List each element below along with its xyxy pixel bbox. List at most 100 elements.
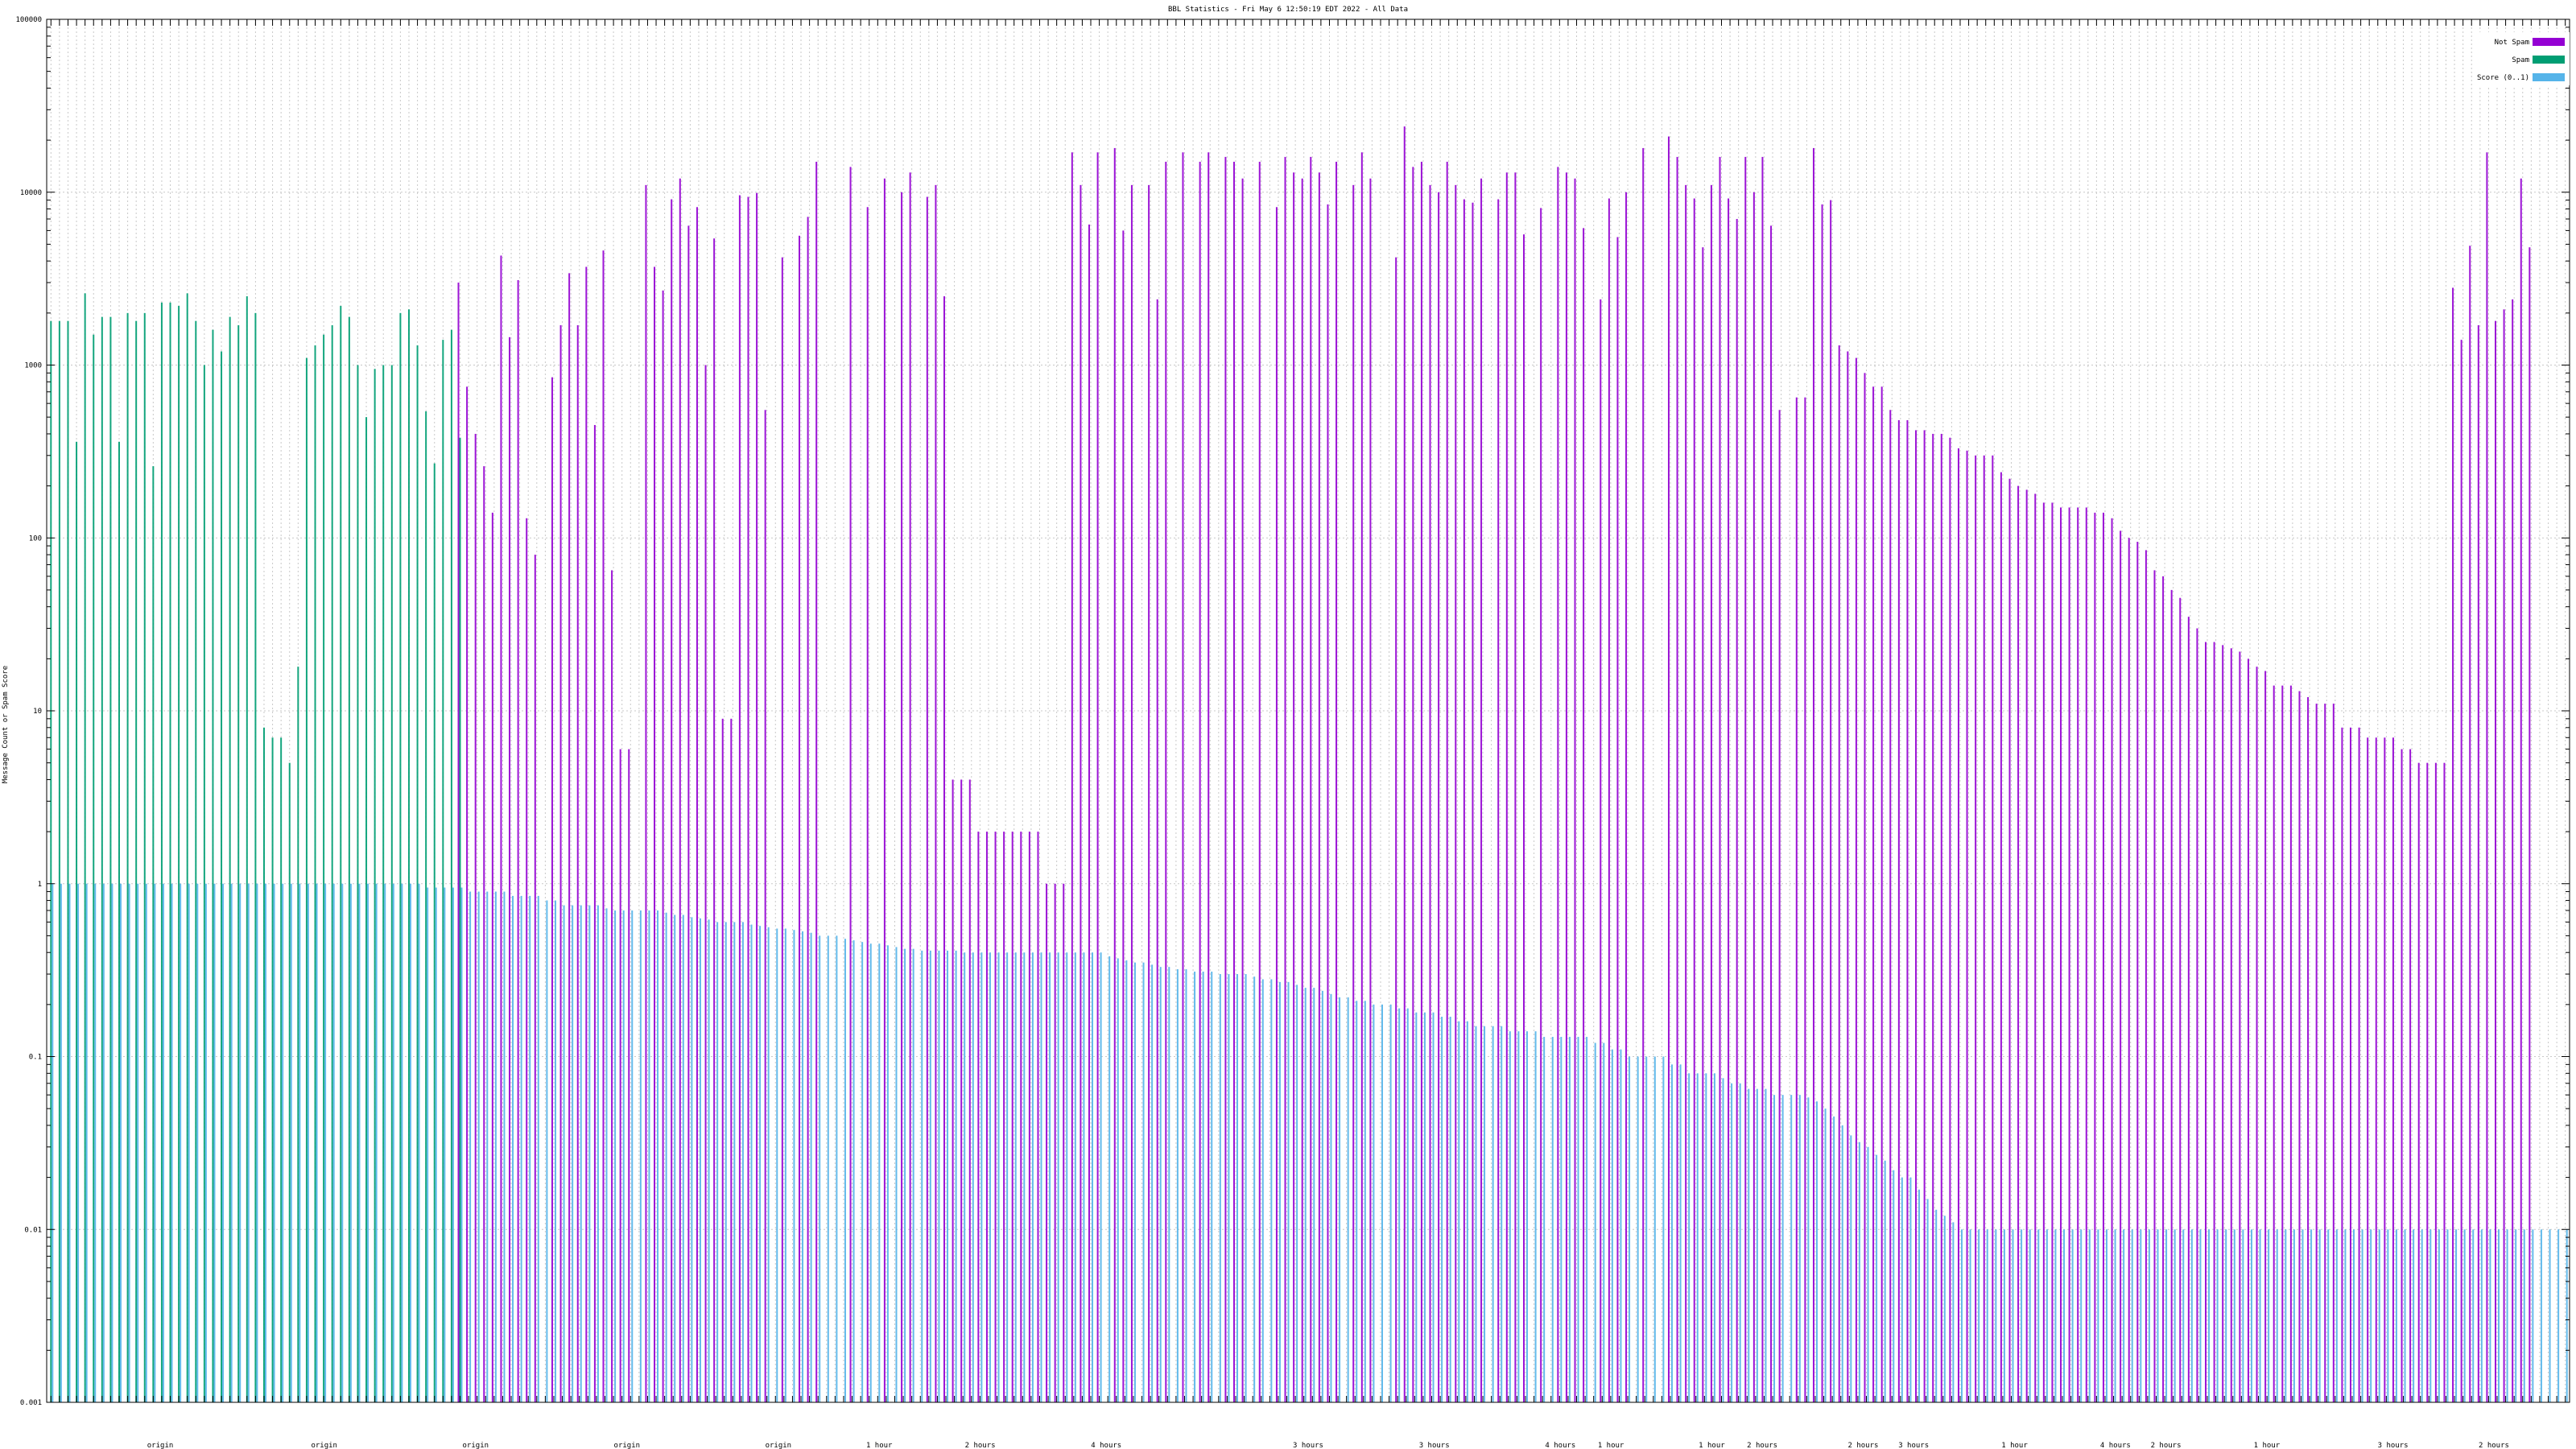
x-group-label: origin [614, 1442, 641, 1449]
bar-not-spam [2205, 642, 2207, 1402]
bar-score-0-1- [2097, 1229, 2099, 1402]
bar-score-0-1- [852, 940, 855, 1402]
bar-score-0-1- [2080, 1229, 2083, 1402]
x-group-label: 3 hours [1293, 1442, 1323, 1449]
bar-score-0-1- [597, 905, 599, 1402]
bar-score-0-1- [94, 883, 97, 1402]
bar-score-0-1- [1057, 952, 1059, 1402]
bar-score-0-1- [2140, 1229, 2142, 1402]
bar-not-spam [1182, 152, 1184, 1402]
bar-not-spam [2417, 762, 2420, 1402]
bar-not-spam [2384, 737, 2386, 1402]
bar-score-0-1- [1389, 1004, 1392, 1402]
bar-not-spam [1412, 167, 1414, 1402]
bar-score-0-1- [657, 910, 659, 1402]
x-group-label: origin [463, 1442, 489, 1449]
bar-not-spam [1864, 373, 1866, 1402]
bar-not-spam [559, 325, 562, 1402]
bar-not-spam [576, 325, 579, 1402]
bar-score-0-1- [1995, 1229, 1997, 1402]
x-group-label: 2 hours [1848, 1442, 1879, 1449]
bar-score-0-1- [367, 883, 369, 1402]
bar-score-0-1- [290, 883, 292, 1402]
bar-score-0-1- [316, 883, 318, 1402]
bar-score-0-1- [299, 883, 301, 1402]
bar-score-0-1- [2123, 1229, 2125, 1402]
bar-spam [459, 437, 461, 1402]
bar-spam [348, 316, 350, 1402]
bar-score-0-1- [1756, 1088, 1758, 1402]
bar-not-spam [1719, 156, 1721, 1402]
bar-score-0-1- [1509, 1031, 1511, 1402]
bar-not-spam [747, 196, 749, 1403]
bar-score-0-1- [1492, 1026, 1494, 1402]
bar-score-0-1- [1501, 1026, 1503, 1402]
bar-not-spam [1812, 147, 1814, 1403]
bar-score-0-1- [1484, 1026, 1486, 1402]
bar-not-spam [1241, 178, 1244, 1402]
bar-score-0-1- [2301, 1229, 2304, 1402]
y-tick-label: 0.1 [29, 1054, 42, 1062]
bar-score-0-1- [52, 883, 54, 1402]
bar-not-spam [1199, 161, 1201, 1402]
bar-score-0-1- [2353, 1229, 2355, 1402]
bar-spam [221, 351, 223, 1402]
bar-not-spam [1667, 136, 1670, 1402]
bar-not-spam [696, 207, 698, 1402]
bar-not-spam [1625, 192, 1628, 1402]
bar-score-0-1- [1679, 1064, 1682, 1402]
bar-not-spam [1395, 257, 1397, 1402]
bar-not-spam [474, 433, 477, 1402]
bar-score-0-1- [418, 883, 420, 1402]
bar-score-0-1- [2549, 1229, 2551, 1402]
bar-score-0-1- [1270, 979, 1273, 1402]
bar-spam [229, 316, 231, 1402]
legend-swatch-score [2533, 73, 2565, 81]
bar-not-spam [1821, 204, 1823, 1403]
bar-score-0-1- [2021, 1229, 2023, 1402]
bar-not-spam [1642, 147, 1645, 1403]
y-tick-label: 1000 [24, 362, 42, 370]
bar-score-0-1- [256, 883, 258, 1402]
bar-spam [425, 411, 427, 1402]
bar-score-0-1- [1858, 1141, 1860, 1402]
legend-label-not-spam: Not Spam [2495, 39, 2529, 47]
legend-swatch-spam [2533, 56, 2565, 64]
bar-score-0-1- [2114, 1229, 2116, 1402]
bar-score-0-1- [819, 935, 821, 1402]
bar-score-0-1- [1023, 952, 1026, 1402]
bar-score-0-1- [2029, 1229, 2031, 1402]
bar-score-0-1- [1449, 1017, 1451, 1402]
bar-score-0-1- [691, 917, 693, 1402]
bar-score-0-1- [1159, 967, 1162, 1402]
bar-not-spam [1983, 455, 1985, 1402]
bar-score-0-1- [2387, 1229, 2389, 1402]
bar-score-0-1- [2557, 1229, 2560, 1402]
bar-score-0-1- [119, 883, 122, 1402]
bar-not-spam [2051, 502, 2054, 1402]
bar-score-0-1- [1884, 1160, 1886, 1402]
bar-score-0-1- [580, 905, 582, 1402]
x-group-label: 4 hours [1091, 1442, 1121, 1449]
bar-not-spam [1497, 199, 1500, 1402]
x-group-label: origin [311, 1442, 337, 1449]
x-group-label: 2 hours [2151, 1442, 2182, 1449]
bar-spam [50, 320, 52, 1403]
x-group-label: 4 hours [1545, 1442, 1575, 1449]
bar-score-0-1- [1108, 956, 1111, 1402]
bar-not-spam [2512, 299, 2514, 1403]
bar-not-spam [994, 832, 997, 1402]
bar-score-0-1- [1219, 974, 1221, 1402]
bar-score-0-1- [1978, 1229, 1980, 1402]
bar-score-0-1- [1943, 1216, 1946, 1402]
bar-score-0-1- [980, 952, 983, 1402]
bar-not-spam [654, 266, 656, 1403]
bar-score-0-1- [810, 932, 812, 1402]
bar-not-spam [628, 749, 630, 1402]
bar-not-spam [483, 466, 485, 1402]
bar-score-0-1- [827, 935, 829, 1402]
bar-score-0-1- [2233, 1229, 2235, 1402]
bar-not-spam [1037, 832, 1039, 1402]
bar-score-0-1- [2395, 1229, 2397, 1402]
bar-spam [374, 369, 376, 1403]
